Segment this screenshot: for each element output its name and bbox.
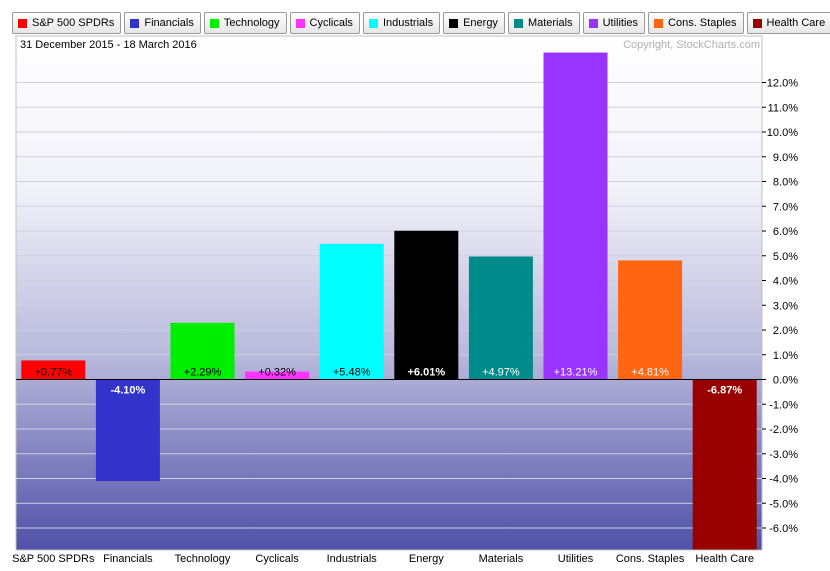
data-label: +5.48% xyxy=(333,367,371,379)
legend-label: Industrials xyxy=(382,17,434,29)
legend-item-8[interactable]: Cons. Staples xyxy=(648,12,744,34)
bar xyxy=(468,256,533,380)
legend-label: Cons. Staples xyxy=(668,17,737,29)
x-tick-label: Industrials xyxy=(327,553,378,565)
legend-swatch xyxy=(654,18,664,28)
legend-item-4[interactable]: Industrials xyxy=(362,12,441,34)
x-tick-label: Energy xyxy=(409,553,444,565)
bar xyxy=(170,322,235,380)
data-label: +4.81% xyxy=(631,367,669,379)
legend-swatch xyxy=(209,18,219,28)
x-tick-label: Health Care xyxy=(695,553,754,565)
y-tick-label: 5.0% xyxy=(773,251,798,263)
y-tick-label: 7.0% xyxy=(773,201,798,213)
legend-item-5[interactable]: Energy xyxy=(443,12,505,34)
x-tick-label: Cyclicals xyxy=(255,553,299,565)
y-axis: 12.0% 11.0% 10.0% 9.0% 8.0% 7.0% 6.0% 5.0% 4.0% 3… xyxy=(762,78,799,535)
y-tick-label: -5.0% xyxy=(769,498,798,510)
legend-label: Utilities xyxy=(602,17,639,29)
bar xyxy=(692,379,757,550)
y-tick-label: 10.0% xyxy=(767,127,798,139)
legend: S&P 500 SPDRs Financials Technology Cyclica… xyxy=(12,12,830,36)
data-label: -4.10% xyxy=(110,385,145,397)
legend-item-3[interactable]: Cyclicals xyxy=(289,12,360,34)
legend-label: Cyclicals xyxy=(309,17,353,29)
y-tick-label: 4.0% xyxy=(773,276,798,288)
y-tick-label: 8.0% xyxy=(773,177,798,189)
legend-swatch xyxy=(588,18,598,28)
legend-swatch xyxy=(513,18,523,28)
legend-item-9[interactable]: Health Care xyxy=(746,12,830,34)
legend-item-2[interactable]: Technology xyxy=(203,12,287,34)
legend-item-1[interactable]: Financials xyxy=(124,12,201,34)
data-labels: +0.77% -4.10% +2.29% +0.32% +5.48% +6.01% +4.9… xyxy=(34,367,742,397)
legend-swatch xyxy=(18,18,27,28)
x-tick-label: S&P 500 SPDRs xyxy=(12,553,95,565)
legend-swatch xyxy=(752,18,762,28)
y-tick-label: -6.0% xyxy=(769,523,798,535)
y-tick-label: 6.0% xyxy=(773,226,798,238)
data-label: +6.01% xyxy=(407,367,445,379)
legend-swatch xyxy=(449,18,459,28)
x-tick-label: Materials xyxy=(479,553,524,565)
legend-label: Health Care xyxy=(766,17,826,29)
data-label: +0.77% xyxy=(34,367,72,379)
y-tick-label: -4.0% xyxy=(769,474,798,486)
x-tick-label: Cons. Staples xyxy=(616,553,685,565)
y-tick-label: 3.0% xyxy=(773,300,798,312)
bar xyxy=(618,260,683,380)
legend-item-7[interactable]: Utilities xyxy=(582,12,646,34)
bar xyxy=(543,52,608,380)
data-label: +2.29% xyxy=(184,367,222,379)
x-axis: S&P 500 SPDRs Financials Technology Cyclica… xyxy=(12,553,754,565)
copyright: Copyright, StockCharts.com xyxy=(623,39,760,51)
y-tick-label: 0.0% xyxy=(773,375,798,387)
legend-item-0[interactable]: S&P 500 SPDRs xyxy=(12,12,122,34)
y-tick-label: 11.0% xyxy=(768,102,799,114)
legend-swatch xyxy=(368,18,378,28)
data-label: +0.32% xyxy=(258,367,296,379)
data-label: +4.97% xyxy=(482,367,520,379)
data-label: -6.87% xyxy=(707,385,742,397)
data-label: +13.21% xyxy=(554,367,598,379)
legend-label: Financials xyxy=(144,17,194,29)
bar xyxy=(394,230,459,380)
y-tick-label: 1.0% xyxy=(773,350,798,362)
y-tick-label: -1.0% xyxy=(769,399,798,411)
x-tick-label: Financials xyxy=(103,553,153,565)
bar xyxy=(21,360,86,380)
bars xyxy=(21,52,757,550)
bar xyxy=(319,243,384,380)
x-tick-label: Technology xyxy=(175,553,231,565)
legend-item-6[interactable]: Materials xyxy=(507,12,580,34)
legend-swatch xyxy=(295,18,305,28)
y-tick-label: -2.0% xyxy=(769,424,798,436)
legend-label: Materials xyxy=(527,17,573,29)
date-range: 31 December 2015 - 18 March 2016 xyxy=(20,39,197,51)
bar xyxy=(95,379,160,481)
legend-label: Energy xyxy=(463,17,498,29)
bar xyxy=(245,371,310,380)
legend-swatch xyxy=(130,18,140,28)
y-tick-label: 12.0% xyxy=(767,78,798,90)
y-tick-label: 2.0% xyxy=(773,325,798,337)
y-tick-label: -3.0% xyxy=(769,449,798,461)
y-tick-label: 9.0% xyxy=(773,152,798,164)
x-tick-label: Utilities xyxy=(558,553,594,565)
legend-label: Technology xyxy=(223,17,280,29)
legend-label: S&P 500 SPDRs xyxy=(32,17,115,29)
